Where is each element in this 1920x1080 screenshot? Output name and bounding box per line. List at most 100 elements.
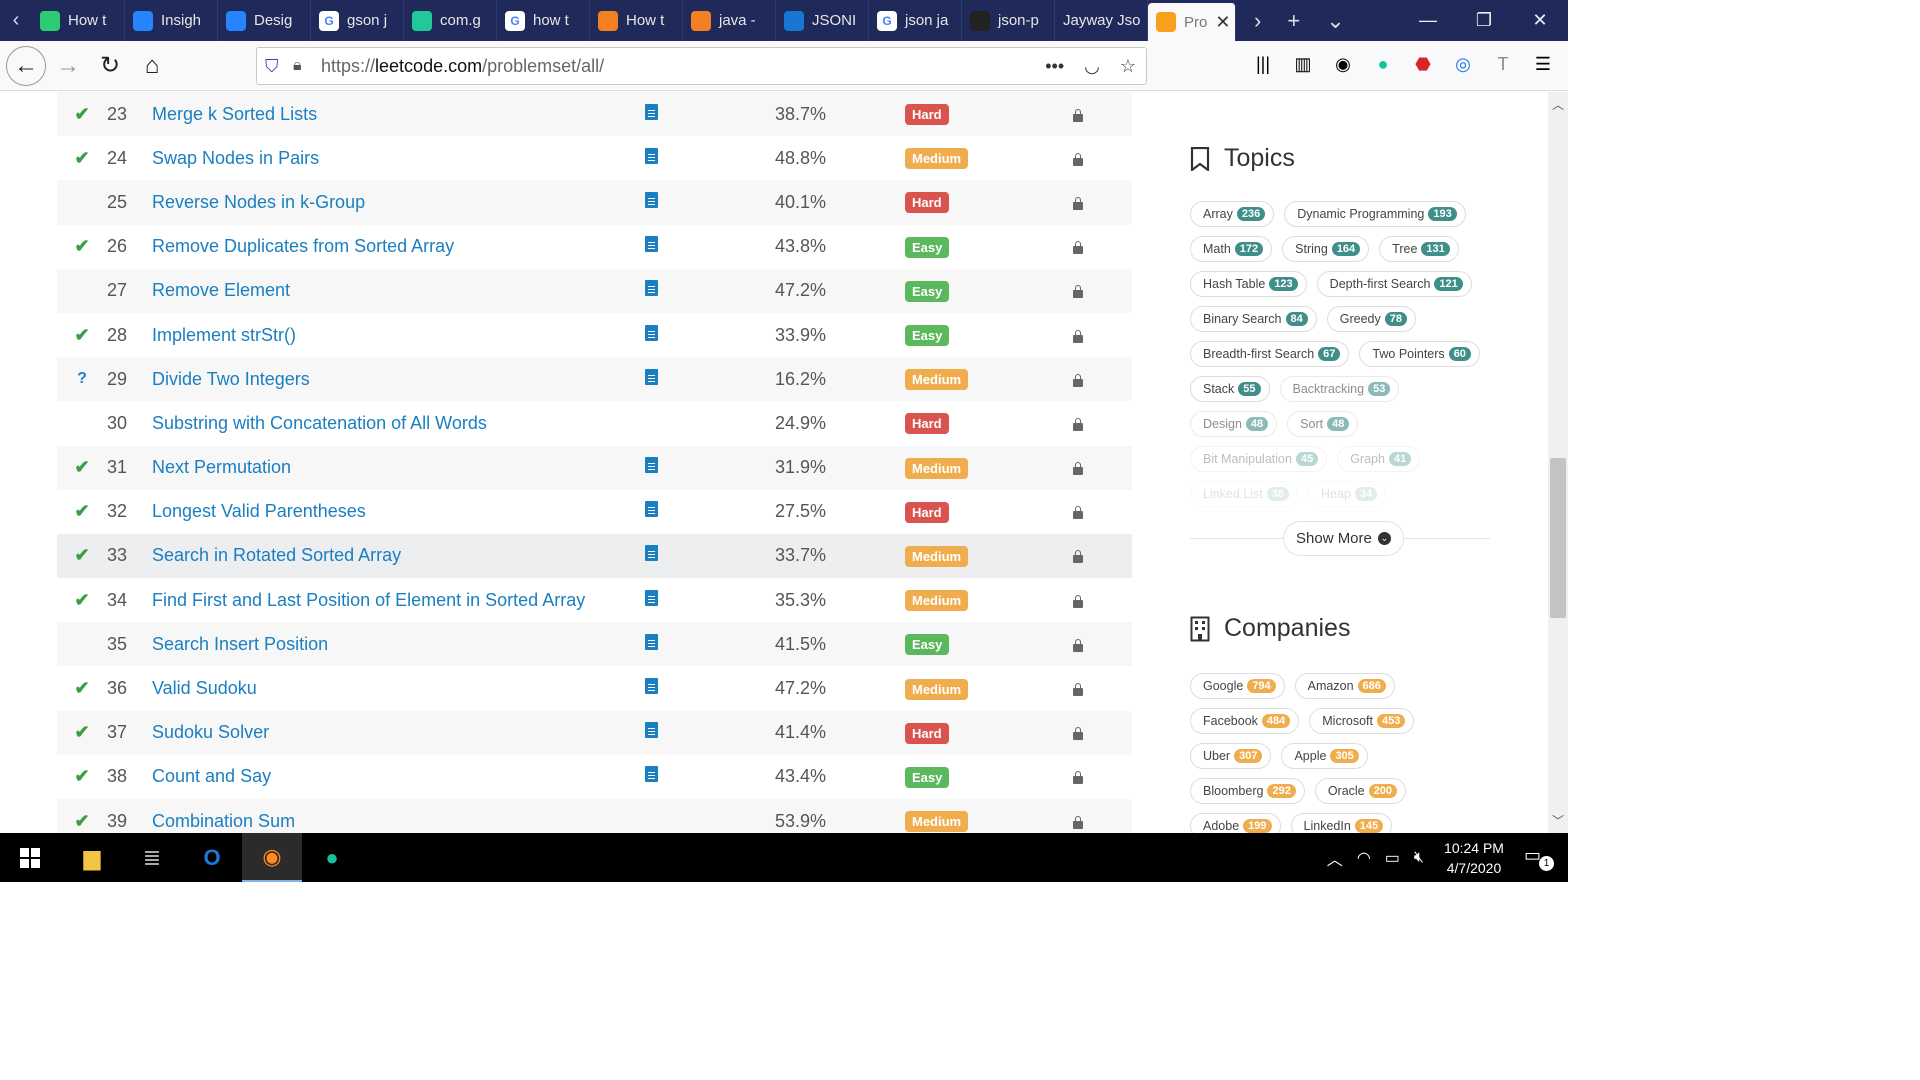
lock-icon[interactable] — [1073, 108, 1083, 122]
solution-document-icon[interactable] — [645, 191, 658, 208]
new-tab-icon[interactable]: + — [1287, 7, 1301, 33]
firefox-icon[interactable]: ◉ — [242, 833, 302, 882]
lock-icon[interactable] — [1073, 815, 1083, 829]
companies-chip[interactable]: Uber 307 — [1190, 743, 1272, 769]
tab-11[interactable]: Jayway Jso — [1055, 0, 1148, 41]
lock-icon[interactable] — [1073, 727, 1083, 741]
file-explorer-icon[interactable]: ▆ — [83, 844, 101, 870]
problem-title-link[interactable]: Search in Rotated Sorted Array — [152, 545, 402, 566]
solution-document-icon[interactable] — [645, 457, 658, 474]
topics-chip[interactable]: Sort 48 — [1287, 411, 1359, 437]
problem-title-link[interactable]: Implement strStr() — [152, 324, 297, 345]
problem-title-link[interactable]: Count and Say — [152, 766, 272, 787]
topics-chip[interactable]: Binary Search 84 — [1190, 306, 1317, 332]
problem-title-link[interactable]: Combination Sum — [152, 810, 296, 831]
topics-chip[interactable]: Heap 34 — [1308, 481, 1387, 507]
close-window-icon[interactable]: ✕ — [1532, 10, 1548, 30]
topics-chip[interactable]: Dynamic Programming 193 — [1284, 201, 1466, 227]
companies-chip[interactable]: Microsoft 453 — [1309, 708, 1415, 734]
topics-chip[interactable]: Stack 55 — [1190, 376, 1270, 402]
restore-icon[interactable]: ❐ — [1475, 10, 1493, 30]
tab-2[interactable]: Desig — [218, 0, 311, 41]
grammarly-icon[interactable]: ● — [1377, 53, 1389, 74]
topics-chip[interactable]: Math 172 — [1190, 236, 1273, 262]
tab-6[interactable]: How t — [590, 0, 683, 41]
companies-chip[interactable]: Adobe 199 — [1190, 813, 1281, 833]
back-button[interactable]: ← — [6, 45, 46, 86]
page-scrollbar[interactable]: ︿ ﹀ — [1548, 92, 1568, 833]
companies-chip[interactable]: LinkedIn 145 — [1290, 813, 1393, 833]
companies-chip[interactable]: Apple 305 — [1281, 743, 1368, 769]
companies-chip[interactable]: Google 794 — [1190, 673, 1285, 699]
solution-document-icon[interactable] — [645, 280, 658, 297]
tab-12[interactable]: Pro ✕ — [1148, 3, 1236, 41]
account-icon[interactable]: ◉ — [1335, 53, 1351, 74]
lock-icon[interactable] — [1073, 329, 1083, 343]
problem-title-link[interactable]: Swap Nodes in Pairs — [152, 147, 320, 168]
page-actions-icon[interactable]: ••• — [1045, 55, 1065, 76]
lock-icon[interactable] — [1073, 771, 1083, 785]
topics-chip[interactable]: Backtracking 53 — [1279, 376, 1400, 402]
problem-title-link[interactable]: Next Permutation — [152, 457, 292, 478]
lock-icon[interactable] — [1073, 373, 1083, 387]
adblock-icon[interactable]: ⬣ — [1415, 53, 1431, 74]
scrollbar-thumb[interactable] — [1550, 458, 1566, 618]
solution-document-icon[interactable] — [645, 545, 658, 562]
topics-chip[interactable]: Hash Table 123 — [1190, 271, 1307, 297]
solution-document-icon[interactable] — [645, 501, 658, 518]
show-more-button[interactable]: Show More ⌄ — [1283, 521, 1404, 556]
windows-start-icon[interactable] — [0, 833, 60, 882]
close-tab-icon[interactable]: ✕ — [1215, 11, 1231, 32]
problem-title-link[interactable]: Search Insert Position — [152, 633, 329, 654]
lock-icon[interactable] — [1073, 550, 1083, 564]
tab-4[interactable]: com.g — [404, 0, 497, 41]
tab-10[interactable]: json-p — [962, 0, 1055, 41]
home-button[interactable]: ⌂ — [144, 51, 160, 79]
scroll-down-icon[interactable]: ﹀ — [1552, 814, 1565, 828]
lock-icon[interactable] — [1073, 506, 1083, 520]
topics-chip[interactable]: String 164 — [1282, 236, 1370, 262]
topics-chip[interactable]: Design 48 — [1190, 411, 1278, 437]
topics-chip[interactable]: Array 236 — [1190, 201, 1275, 227]
topics-chip[interactable]: Greedy 78 — [1326, 306, 1417, 332]
menu-icon[interactable]: ☰ — [1534, 53, 1552, 74]
solution-document-icon[interactable] — [645, 722, 658, 739]
solution-document-icon[interactable] — [645, 236, 658, 253]
sidebar-icon[interactable]: ▥ — [1294, 53, 1312, 74]
forward-button[interactable]: → — [56, 51, 80, 79]
tab-8[interactable]: JSONI — [776, 0, 869, 41]
solution-document-icon[interactable] — [645, 766, 658, 783]
problem-title-link[interactable]: Remove Duplicates from Sorted Array — [152, 236, 455, 257]
show-hidden-icons-icon[interactable]: ︿ — [1326, 851, 1343, 869]
tab-1[interactable]: Insigh — [125, 0, 218, 41]
tab-7[interactable]: java - — [683, 0, 776, 41]
minimize-icon[interactable]: — — [1419, 10, 1437, 30]
solution-document-icon[interactable] — [645, 589, 658, 606]
companies-chip[interactable]: Oracle 200 — [1314, 778, 1406, 804]
pocket-icon[interactable]: ◡ — [1084, 55, 1100, 76]
extension-circle-icon[interactable]: ◎ — [1455, 53, 1471, 74]
solution-document-icon[interactable] — [645, 678, 658, 695]
lock-icon[interactable] — [1073, 196, 1083, 210]
lock-icon[interactable] — [1073, 638, 1083, 652]
tab-0[interactable]: How t — [32, 0, 125, 41]
solution-document-icon[interactable] — [645, 633, 658, 650]
grammarly-taskbar-icon[interactable]: ● — [325, 844, 339, 870]
companies-chip[interactable]: Bloomberg 292 — [1190, 778, 1305, 804]
problem-title-link[interactable]: Divide Two Integers — [152, 368, 310, 389]
tab-scroll-right-icon[interactable]: › — [1254, 7, 1262, 33]
solution-document-icon[interactable] — [645, 368, 658, 385]
library-icon[interactable]: ||| — [1255, 53, 1271, 74]
tab-list-dropdown-icon[interactable]: ⌄ — [1326, 7, 1345, 33]
solution-document-icon[interactable] — [645, 147, 658, 164]
lock-icon[interactable] — [1073, 285, 1083, 299]
extension-t-icon[interactable]: T — [1497, 53, 1509, 74]
lock-icon[interactable]: 🔒︎ — [293, 57, 302, 74]
companies-chip[interactable]: Facebook 484 — [1190, 708, 1300, 734]
topics-chip[interactable]: Graph 41 — [1337, 446, 1421, 472]
address-bar[interactable]: ⛉ 🔒︎ https://leetcode.com/problemset/all… — [256, 47, 1147, 85]
topics-chip[interactable]: Breadth-first Search 67 — [1190, 341, 1350, 367]
tab-scroll-left-icon[interactable]: ‹ — [12, 9, 20, 31]
